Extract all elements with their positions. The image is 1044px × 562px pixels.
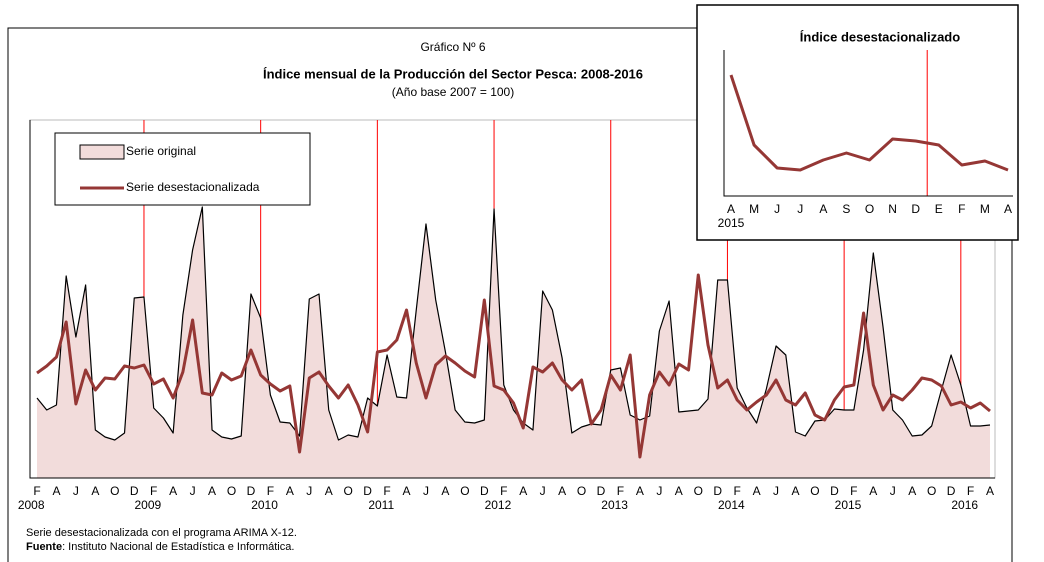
x-tick-label: A [869, 484, 877, 498]
frame [7, 27, 1013, 562]
x-tick-label: A [208, 484, 216, 498]
source: Fuente: Instituto Nacional de Estadístic… [26, 541, 294, 553]
x-tick-label: A [169, 484, 177, 498]
x-tick-label: D [947, 484, 956, 498]
series-line [36, 273, 991, 459]
x-tick-label: A [325, 484, 333, 498]
x-tick-label: S [842, 202, 850, 216]
year-label: 2009 [135, 498, 162, 512]
x-tick-label: A [819, 202, 827, 216]
year-label: 2015 [718, 216, 745, 230]
x-tick-label: D [597, 484, 606, 498]
year-label: 2013 [601, 498, 628, 512]
source-label: Fuente [26, 541, 62, 553]
x-tick-label: D [830, 484, 839, 498]
x-tick-label: O [865, 202, 874, 216]
x-tick-label: E [935, 202, 943, 216]
x-tick-label: J [190, 484, 196, 498]
x-tick-label: O [694, 484, 703, 498]
year-label: 2015 [835, 498, 862, 512]
x-tick-label: A [52, 484, 60, 498]
x-tick-label: A [519, 484, 527, 498]
x-tick-label: A [403, 484, 411, 498]
x-tick-label: O [110, 484, 119, 498]
x-tick-label: A [636, 484, 644, 498]
chart-title: Índice mensual de la Producción del Sect… [263, 66, 643, 81]
x-tick-label: J [73, 484, 79, 498]
inset-frame [696, 4, 1019, 241]
x-tick-label: O [577, 484, 586, 498]
x-tick-label: F [850, 484, 857, 498]
x-tick-label: D [911, 202, 920, 216]
year-label: 2011 [368, 498, 394, 512]
legend-label: Serie original [126, 144, 196, 158]
supertitle: Gráfico Nº 6 [420, 40, 485, 54]
x-tick-label: A [441, 484, 449, 498]
x-tick-label: A [558, 484, 566, 498]
x-tick-label: M [749, 202, 759, 216]
x-tick-label: D [247, 484, 256, 498]
x-tick-label: J [774, 202, 780, 216]
x-tick-label: F [500, 484, 507, 498]
x-tick-label: J [890, 484, 896, 498]
x-tick-label: A [986, 484, 994, 498]
x-tick-label: A [1004, 202, 1012, 216]
x-tick-label: J [773, 484, 779, 498]
legend-label: Serie desestacionalizada [126, 180, 260, 194]
x-tick-label: F [958, 202, 965, 216]
x-tick-label: O [927, 484, 936, 498]
x-tick-label: D [480, 484, 489, 498]
x-tick-label: A [91, 484, 99, 498]
year-label: 2010 [251, 498, 278, 512]
x-tick-label: F [267, 484, 274, 498]
x-tick-label: M [980, 202, 990, 216]
x-tick-label: J [540, 484, 546, 498]
x-tick-label: F [617, 484, 624, 498]
x-tick-label: A [675, 484, 683, 498]
source-text: : Instituto Nacional de Estadística e In… [62, 541, 294, 553]
x-tick-label: O [460, 484, 469, 498]
x-tick-label: O [227, 484, 236, 498]
year-label: 2016 [951, 498, 978, 512]
x-tick-label: F [150, 484, 157, 498]
x-tick-label: D [363, 484, 372, 498]
axis [29, 120, 995, 479]
subtitle: (Año base 2007 = 100) [392, 85, 514, 99]
x-tick-label: F [733, 484, 740, 498]
x-tick-label: D [130, 484, 139, 498]
x-tick-label: O [344, 484, 353, 498]
x-tick-label: J [423, 484, 429, 498]
series-line [729, 74, 1009, 172]
x-tick-label: A [727, 202, 735, 216]
x-tick-label: F [383, 484, 390, 498]
inset-title: Índice desestacionalizado [800, 29, 960, 44]
year-label: 2014 [718, 498, 745, 512]
series-line [36, 206, 991, 441]
x-tick-label: J [797, 202, 803, 216]
x-tick-label: J [656, 484, 662, 498]
x-tick-label: F [967, 484, 974, 498]
year-label: 2012 [485, 498, 512, 512]
legend-swatch [79, 144, 125, 160]
x-tick-label: A [792, 484, 800, 498]
axis [723, 50, 1013, 197]
x-tick-label: O [810, 484, 819, 498]
x-tick-label: A [286, 484, 294, 498]
year-label: 2008 [18, 498, 45, 512]
x-tick-label: A [753, 484, 761, 498]
x-tick-label: F [33, 484, 40, 498]
x-tick-label: J [306, 484, 312, 498]
x-tick-label: D [713, 484, 722, 498]
x-tick-label: N [888, 202, 897, 216]
x-tick-label: A [908, 484, 916, 498]
area [37, 207, 990, 478]
note: Serie desestacionalizada con el programa… [26, 527, 297, 539]
